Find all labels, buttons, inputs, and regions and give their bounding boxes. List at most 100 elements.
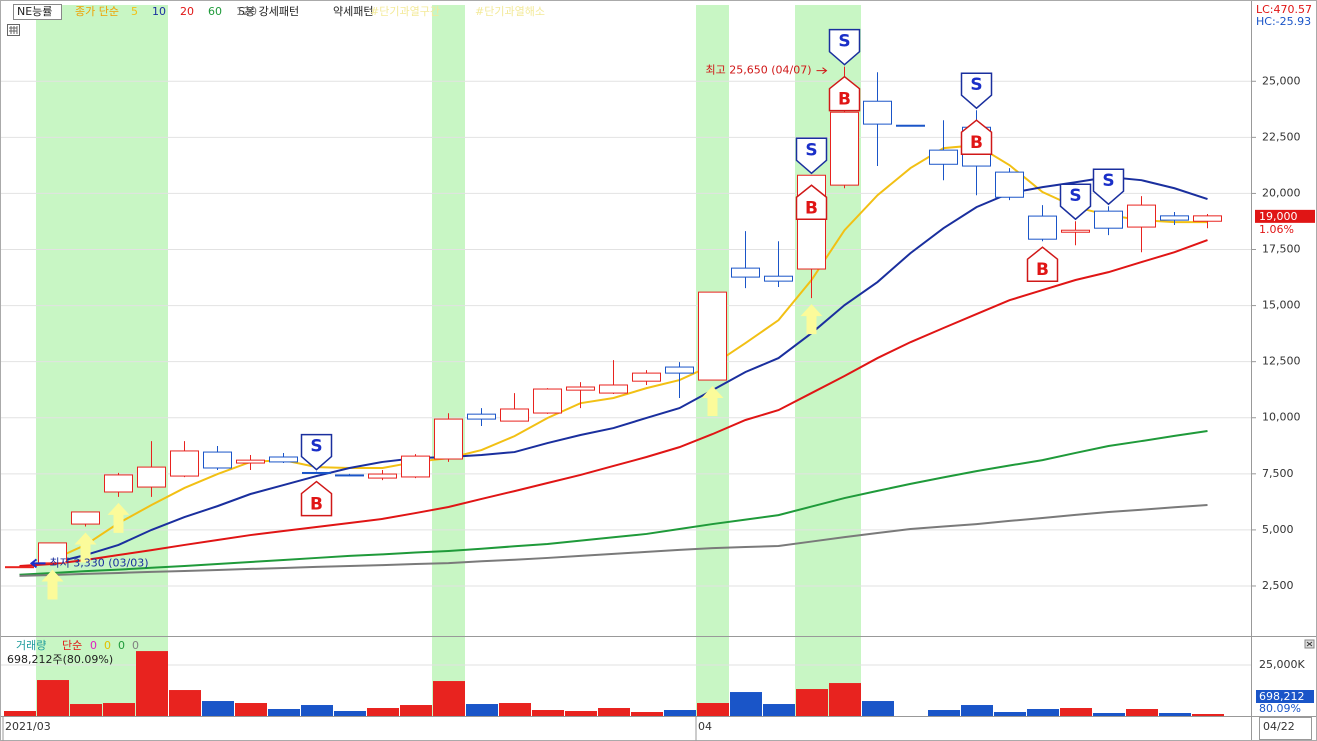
volume-bar (598, 708, 630, 716)
close-icon (1306, 641, 1313, 647)
legend-entry: 120 (236, 5, 257, 18)
candle-body (731, 267, 760, 278)
cursor-date: 04/22 (1263, 720, 1295, 733)
legend-entry: 5 (131, 5, 138, 18)
volume-ma-label: 단순 (62, 639, 82, 652)
volume-ma-entry: 0 (118, 639, 125, 652)
plot-layer: S B S B S B S B B S S (4, 28, 1224, 716)
signal-arrow (701, 386, 724, 417)
change-label: 1.06% (1259, 223, 1294, 236)
marker-label: S (310, 437, 322, 457)
marker-label: S (1102, 171, 1114, 191)
candle-body (533, 388, 562, 414)
volume-bar (961, 705, 993, 716)
volume-bar (994, 712, 1026, 716)
candle-body (599, 384, 628, 394)
candle-body (863, 100, 892, 125)
y-tick-label: 12,500 (1262, 355, 1301, 368)
overlay-label: #단기과열해소 (475, 4, 545, 18)
y-tick-label: 25,000 (1262, 74, 1301, 87)
volume-bar (367, 708, 399, 716)
min-annotation: 최저 3,330 (03/03) (50, 556, 149, 569)
candle-body (698, 291, 727, 381)
marker-label: S (838, 32, 850, 52)
candle-body (104, 474, 133, 493)
min-arrow (29, 558, 46, 569)
y-tick-label: 2,500 (1262, 579, 1294, 592)
date-label: 04 (698, 720, 712, 733)
volume-bar (202, 701, 234, 716)
sell-marker (300, 433, 333, 471)
candle-body (368, 473, 397, 479)
candle-body (401, 455, 430, 478)
sell-marker (828, 28, 861, 66)
volume-bar (862, 701, 894, 716)
signal-arrow (800, 304, 823, 335)
candle-body (302, 471, 331, 474)
cursor-date-box (1259, 717, 1312, 740)
candle-body (203, 451, 232, 469)
highlight-band (36, 5, 69, 716)
legend-entry: 10 (152, 5, 166, 18)
buy-marker (1026, 246, 1059, 282)
hc-label: HC:-25.93 (1256, 15, 1311, 28)
volume-ma-entry: 0 (104, 639, 111, 652)
y-tick-label: 25,000K (1259, 658, 1305, 671)
volume-bar (1159, 713, 1191, 716)
highlight-band (102, 5, 135, 716)
volume-last-box (1256, 690, 1314, 703)
candle-body (137, 466, 166, 488)
volume-bar (829, 683, 861, 716)
volume-bar (1027, 709, 1059, 716)
candle-body (995, 171, 1024, 198)
volume-bar (235, 703, 267, 716)
volume-bar (565, 711, 597, 716)
candle-body (335, 474, 364, 477)
volume-bar (664, 710, 696, 716)
volume-bar (730, 692, 762, 716)
marker-label: S (970, 75, 982, 95)
volume-bar (1060, 708, 1092, 716)
max-arrow (816, 67, 828, 75)
y-tick-label: 17,500 (1262, 243, 1301, 256)
volume-bar (103, 703, 135, 716)
symbol-box[interactable] (13, 4, 62, 20)
marker-label: B (805, 198, 818, 218)
marker-label: B (310, 495, 323, 515)
volume-bar (928, 710, 960, 716)
legend-entry: 60 (208, 5, 222, 18)
candle-body (236, 459, 265, 464)
y-tick-label: 22,500 (1262, 130, 1301, 143)
volume-bar (70, 704, 102, 716)
candle-body (1193, 215, 1222, 222)
volume-bar (37, 680, 69, 716)
volume-bar (1093, 713, 1125, 716)
pattern-label: 약세패턴 (333, 4, 373, 18)
volume-ma-entry: 0 (90, 639, 97, 652)
volume-bar (631, 712, 663, 716)
marker-label: S (1069, 186, 1081, 206)
marker-label: B (838, 90, 851, 110)
candle-body (38, 542, 67, 564)
y-tick-label: 20,000 (1262, 186, 1301, 199)
volume-bar (697, 703, 729, 716)
volume-subtitle: 698,212주(80.09%) (7, 653, 113, 666)
candle-body (632, 372, 661, 382)
signal-arrow (41, 569, 64, 600)
y-tick-label: 5,000 (1262, 523, 1294, 536)
sell-marker (960, 72, 993, 110)
candle-body (665, 366, 694, 374)
ma-line (52, 144, 1208, 561)
y-tick-label: 7,500 (1262, 467, 1294, 480)
symbol-name: NE능률 (17, 5, 52, 18)
marker-label: S (805, 140, 817, 160)
candle-body (269, 456, 298, 463)
ma-line (19, 429, 1208, 576)
y-tick-label: 10,000 (1262, 411, 1301, 424)
candle-body (170, 450, 199, 477)
candle-body (1061, 229, 1090, 233)
sell-marker (795, 137, 828, 175)
candle-body (764, 275, 793, 282)
volume-bar (400, 705, 432, 716)
